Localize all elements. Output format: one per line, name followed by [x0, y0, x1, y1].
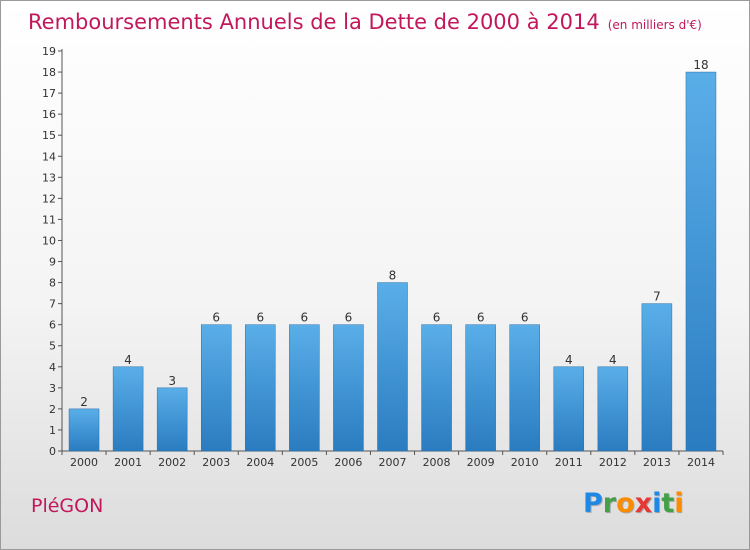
- bar-data-label: 2: [80, 395, 88, 409]
- proxiti-logo: Proxiti: [583, 488, 684, 519]
- bar: [421, 324, 452, 452]
- chart-title: Remboursements Annuels de la Dette de 20…: [28, 10, 702, 34]
- y-tick-label: 3: [49, 382, 56, 395]
- bar: [465, 324, 496, 452]
- logo-letter: i: [674, 488, 684, 519]
- logo-letter: o: [616, 488, 635, 519]
- chart-title-text: Remboursements Annuels de la Dette de 20…: [28, 10, 600, 34]
- bar-data-label: 6: [433, 311, 441, 325]
- x-tick-label: 2001: [114, 456, 142, 469]
- bar: [509, 324, 540, 452]
- bar-data-label: 6: [256, 311, 264, 325]
- y-tick-label: 17: [42, 87, 56, 100]
- bar-data-label: 6: [212, 311, 220, 325]
- bar: [641, 303, 673, 452]
- y-tick-label: 2: [49, 403, 56, 416]
- y-tick-label: 4: [49, 361, 56, 374]
- bar: [68, 408, 100, 452]
- x-tick-label: 2005: [290, 456, 318, 469]
- x-tick-label: 2004: [246, 456, 274, 469]
- bar: [245, 324, 276, 452]
- bar-data-label: 7: [653, 290, 661, 304]
- logo-letter: x: [634, 488, 653, 519]
- bars-layer: 2 4 3 6 6 6 6 8 6 6 6 4 4 7 18: [68, 58, 717, 452]
- y-tick-label: 11: [42, 213, 56, 226]
- bar: [156, 387, 188, 452]
- x-tick-label: 2007: [379, 456, 407, 469]
- commune-name: PléGON: [31, 495, 104, 517]
- bar: [377, 282, 408, 452]
- x-tick-label: 2002: [158, 456, 186, 469]
- x-tick-label: 2009: [467, 456, 495, 469]
- logo-letter: t: [661, 488, 675, 519]
- x-tick-label: 2013: [643, 456, 671, 469]
- x-tick-label: 2008: [423, 456, 451, 469]
- bar: [685, 71, 717, 452]
- bar-data-label: 4: [609, 353, 617, 367]
- bar-data-label: 6: [345, 311, 353, 325]
- y-tick-label: 15: [42, 129, 56, 142]
- bar-data-label: 6: [521, 311, 529, 325]
- x-tick-label: 2012: [599, 456, 627, 469]
- y-tick-label: 14: [42, 150, 56, 163]
- y-tick-label: 8: [49, 277, 56, 290]
- logo-letter: P: [583, 488, 603, 519]
- x-tick-label: 2014: [687, 456, 715, 469]
- x-tick-label: 2003: [202, 456, 230, 469]
- x-tick-label: 2006: [334, 456, 362, 469]
- y-tick-label: 18: [42, 66, 56, 79]
- bar-data-label: 6: [301, 311, 309, 325]
- y-tick-label: 13: [42, 171, 56, 184]
- y-tick-label: 19: [42, 45, 56, 58]
- bar: [200, 324, 232, 452]
- bar-data-label: 3: [168, 374, 176, 388]
- y-tick-label: 12: [42, 192, 56, 205]
- y-tick-label: 16: [42, 108, 56, 121]
- chart-unit: (en milliers d'€): [607, 18, 702, 32]
- y-tick-label: 7: [49, 298, 56, 311]
- y-tick-label: 9: [49, 256, 56, 269]
- y-tick-label: 1: [49, 424, 56, 437]
- y-tick-label: 10: [42, 234, 56, 247]
- bar: [289, 324, 320, 452]
- x-tick-label: 2011: [555, 456, 583, 469]
- bar-data-label: 6: [477, 311, 485, 325]
- x-tick-label: 2000: [70, 456, 98, 469]
- bar-data-label: 4: [124, 353, 132, 367]
- logo-letter: i: [652, 488, 662, 519]
- y-tick-label: 5: [49, 340, 56, 353]
- bar: [553, 366, 585, 452]
- bar-data-label: 8: [389, 269, 397, 283]
- logo-letter: r: [602, 488, 617, 519]
- bar: [112, 366, 144, 452]
- bar: [333, 324, 364, 452]
- y-tick-label: 0: [49, 445, 56, 458]
- y-tick-label: 6: [49, 319, 56, 332]
- bar-data-label: 18: [693, 58, 708, 72]
- x-tick-label: 2010: [511, 456, 539, 469]
- bar: [597, 366, 629, 452]
- bar-data-label: 4: [565, 353, 573, 367]
